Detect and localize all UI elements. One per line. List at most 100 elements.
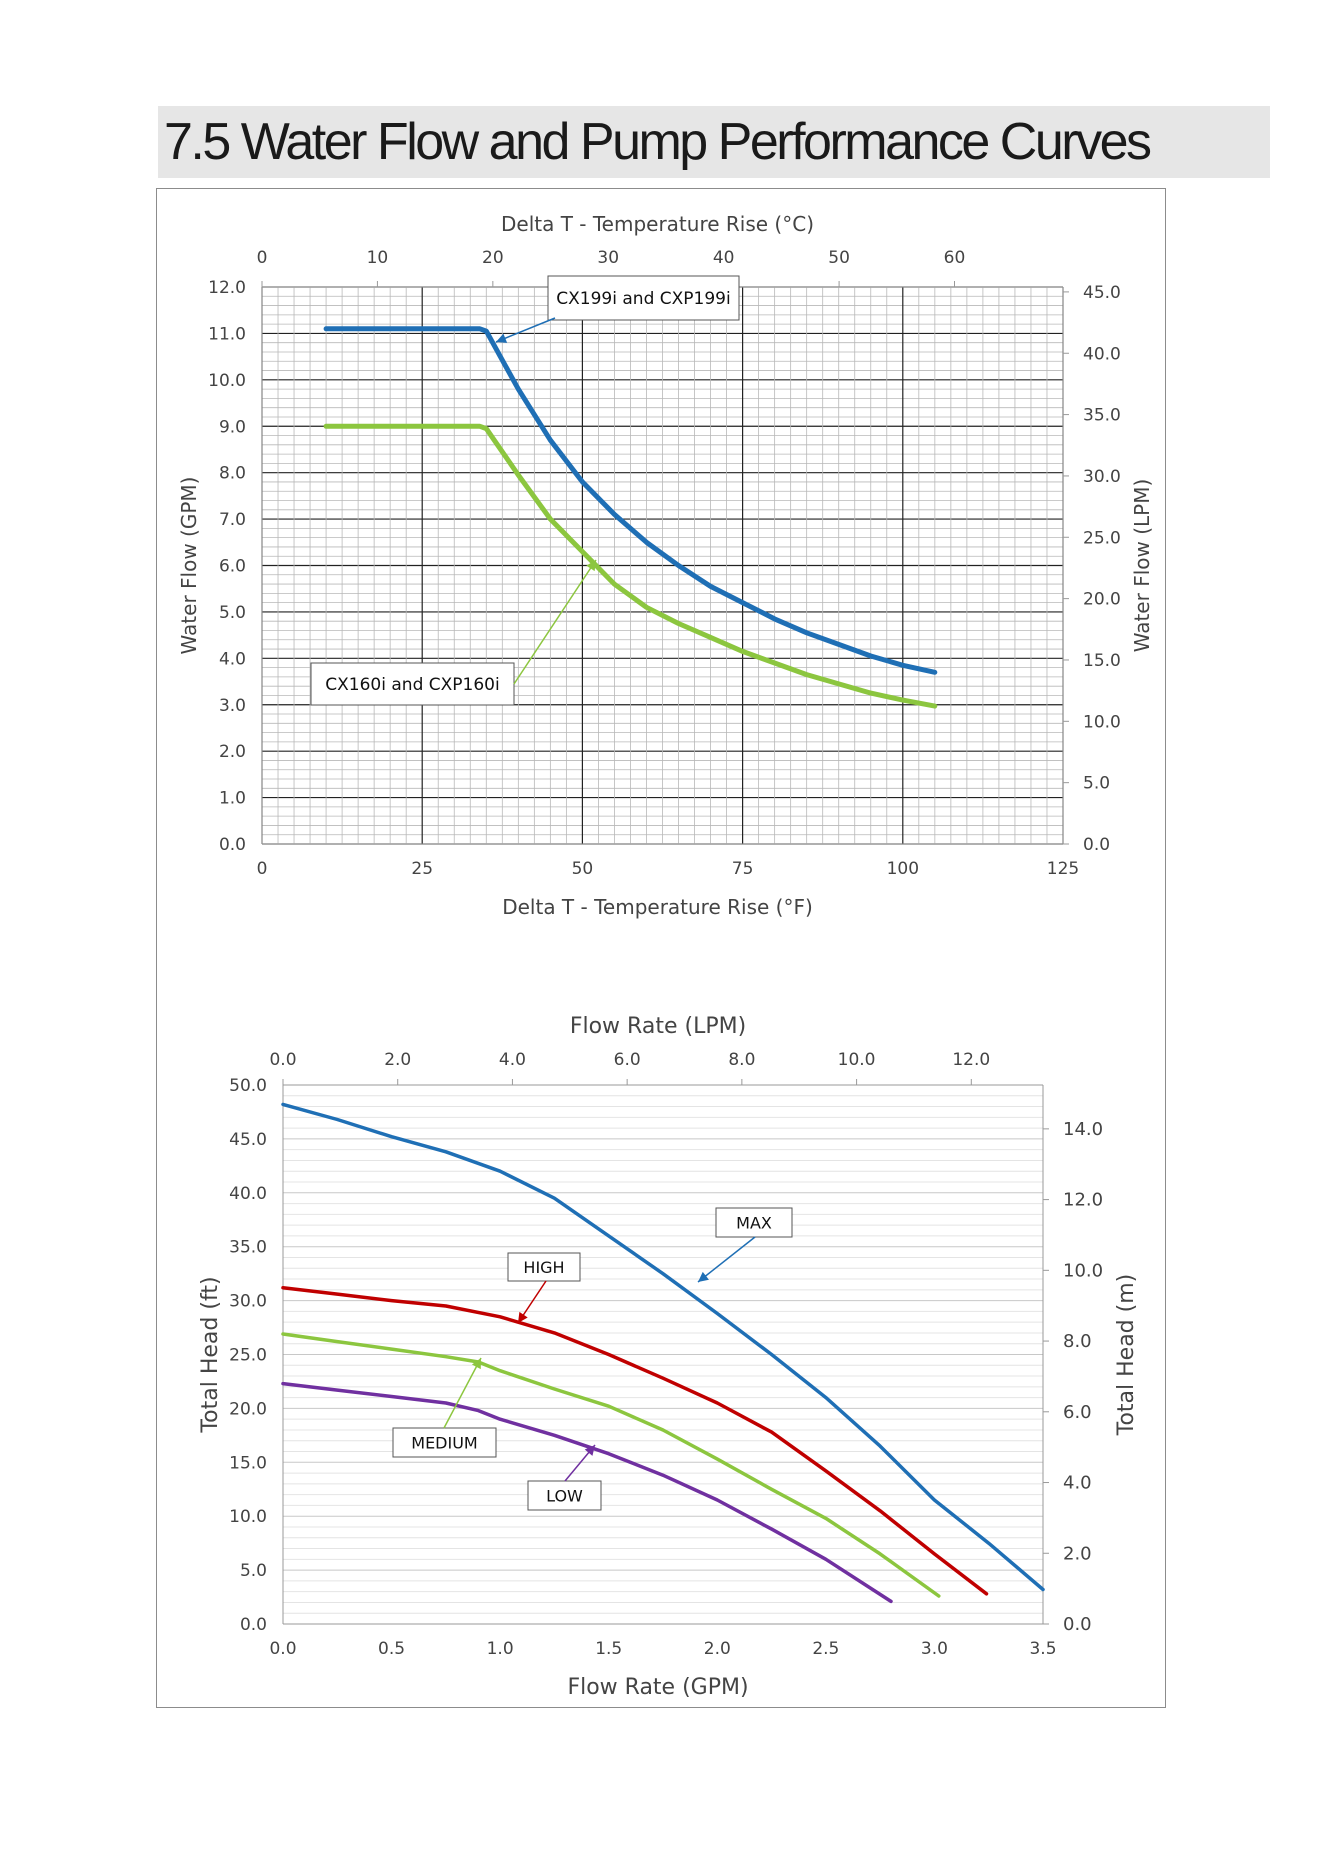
x2-tick-label: 2.0 [384,1050,411,1070]
x2-tick-label: 0.0 [269,1050,296,1070]
chart-frame [156,188,1166,1708]
callout-box [392,1427,497,1458]
y-tick-label: 9.0 [219,417,246,437]
y2-axis-title: Total Head (m) [1114,1274,1139,1437]
callout-label: CX160i and CXP160i [325,675,499,695]
series-line-cx199i-and-cxp199i [323,326,938,675]
x2-tick-label: 30 [597,248,619,268]
callout-arrowhead [496,333,508,343]
y2-tick-label: 20.0 [1083,590,1121,610]
y2-tick-label: 35.0 [1083,406,1121,426]
y2-axis-title: Water Flow (LPM) [1130,479,1154,653]
y-tick-label: 11.0 [208,324,246,344]
y2-tick-label: 2.0 [1063,1543,1092,1564]
y2-tick-label: 5.0 [1083,774,1110,794]
callout-arrowhead [698,1271,709,1282]
x2-tick-label: 8.0 [728,1050,755,1070]
x-tick-label: 1.0 [487,1639,514,1659]
x-tick-label: 0.0 [269,1639,296,1659]
callout-box [507,1252,581,1282]
x-tick-label: 75 [732,859,754,879]
y-tick-label: 15.0 [229,1453,267,1473]
callout-leader [697,1236,756,1283]
series-line-cx160i-and-cxp160i [323,423,938,709]
x-tick-label: 3.0 [921,1639,948,1659]
y-axis-title: Total Head (ft) [198,1276,223,1433]
callout-leader [495,317,556,343]
callout-label: CX199i and CXP199i [556,289,730,309]
y2-tick-label: 8.0 [1063,1331,1092,1352]
x-axis-title: Delta T - Temperature Rise (°F) [502,895,813,919]
y-tick-label: 5.0 [219,603,246,623]
y-tick-label: 12.0 [208,278,246,298]
series-line-high [281,1285,989,1596]
y2-tick-label: 10.0 [1063,1260,1103,1281]
x2-tick-label: 10.0 [838,1050,876,1070]
x2-tick-label: 10 [367,248,389,268]
section-title-bar: 7.5 Water Flow and Pump Performance Curv… [158,106,1270,178]
y-tick-label: 25.0 [229,1346,267,1366]
callout-leader [443,1357,482,1429]
y-tick-label: 35.0 [229,1238,267,1258]
callout-box [715,1207,793,1238]
callout-label: MAX [736,1213,772,1232]
y2-tick-label: 30.0 [1083,467,1121,487]
x2-tick-label: 0 [257,248,268,268]
callout-leader [513,559,597,685]
y-tick-label: 40.0 [229,1184,267,1204]
x-tick-label: 50 [572,859,594,879]
y-tick-label: 7.0 [219,510,246,530]
series-line-medium [281,1332,941,1598]
y-tick-label: 2.0 [219,742,246,762]
x2-tick-label: 40 [713,248,735,268]
x2-axis-title: Delta T - Temperature Rise (°C) [501,212,814,236]
callout-arrowhead [471,1358,481,1370]
x2-tick-label: 20 [482,248,504,268]
y2-tick-label: 4.0 [1063,1473,1092,1494]
y2-tick-label: 14.0 [1063,1119,1103,1140]
y-tick-label: 5.0 [240,1561,267,1581]
series-line-max [281,1102,1045,1592]
x-tick-label: 100 [887,859,919,879]
x-axis-title: Flow Rate (GPM) [567,1675,748,1700]
y-tick-label: 0.0 [240,1615,267,1635]
x2-axis-title: Flow Rate (LPM) [570,1014,746,1039]
x2-tick-label: 12.0 [952,1050,990,1070]
y-tick-label: 4.0 [219,649,246,669]
page-title: 7.5 Water Flow and Pump Performance Curv… [164,113,1152,171]
y2-tick-label: 6.0 [1063,1402,1092,1423]
y-tick-label: 30.0 [229,1292,267,1312]
y-tick-label: 45.0 [229,1130,267,1150]
callout-arrowhead [518,1311,528,1323]
y-tick-label: 1.0 [219,789,246,809]
callout-label: HIGH [523,1258,564,1277]
y-tick-label: 20.0 [229,1399,267,1419]
callout-label: MEDIUM [411,1433,477,1452]
x2-tick-label: 6.0 [614,1050,641,1070]
x-tick-label: 0 [257,859,268,879]
x2-tick-label: 50 [828,248,850,268]
callout-arrowhead [584,1445,595,1456]
x2-tick-label: 60 [944,248,966,268]
y-axis-title: Water Flow (GPM) [177,477,201,655]
series-line-low [281,1381,893,1604]
y2-tick-label: 45.0 [1083,283,1121,303]
callout-label: LOW [546,1486,583,1505]
y-tick-label: 10.0 [208,371,246,391]
x-tick-label: 2.0 [704,1639,731,1659]
y2-tick-label: 40.0 [1083,344,1121,364]
x-tick-label: 3.5 [1029,1639,1056,1659]
x-tick-label: 0.5 [378,1639,405,1659]
x-tick-label: 2.5 [812,1639,839,1659]
x-tick-label: 125 [1047,859,1079,879]
callout-box [547,275,740,321]
callout-arrowhead [586,560,596,572]
y2-tick-label: 12.0 [1063,1190,1103,1211]
x-tick-label: 25 [411,859,433,879]
y2-tick-label: 10.0 [1083,712,1121,732]
y-tick-label: 3.0 [219,696,246,716]
x-tick-label: 1.5 [595,1639,622,1659]
y-tick-label: 8.0 [219,464,246,484]
y2-tick-label: 0.0 [1083,835,1110,855]
